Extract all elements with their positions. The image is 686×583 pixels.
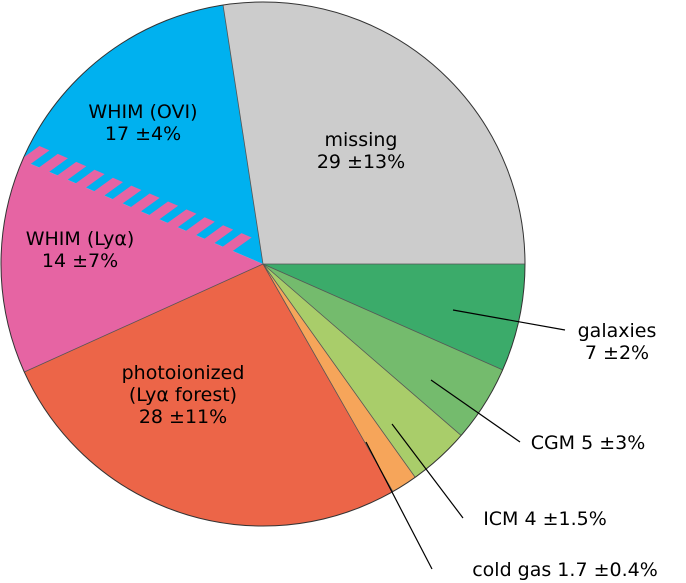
slice-edge xyxy=(262,263,416,478)
hatch-stripe xyxy=(219,233,252,254)
pie-slice-missing xyxy=(223,1,526,265)
hatch-stripe xyxy=(145,201,179,222)
label-whim-ovi: WHIM (OVI) 17 ±4% xyxy=(88,101,197,145)
label-cgm: CGM 5 ±3% xyxy=(531,432,646,454)
slice-edge xyxy=(24,263,264,373)
label-galaxies-line-2: 7 ±2% xyxy=(585,342,649,364)
hatch-stripe xyxy=(127,193,160,214)
leader-line-galaxies xyxy=(452,309,566,331)
leader-line-icm xyxy=(391,423,464,519)
hatch-stripe xyxy=(90,177,123,198)
pie-slice-photoionized-ly-forest xyxy=(24,264,393,526)
pie-slice-cgm xyxy=(263,264,503,436)
hatch-stripe xyxy=(35,153,68,175)
pie-slice-edges xyxy=(0,1,526,527)
hatch-stripe xyxy=(109,185,142,206)
label-photoionized-ly-forest-line-1: photoionized xyxy=(122,362,245,384)
label-whim-ly-line-2: 14 ±7% xyxy=(42,250,118,272)
label-galaxies-line-1: galaxies xyxy=(578,320,657,342)
slice-edge xyxy=(262,263,503,371)
label-missing-line-2: 29 ±13% xyxy=(317,151,405,173)
leader-line-cgm xyxy=(430,379,521,443)
slice-labels: galaxies 7 ±2% CGM 5 ±3% ICM 4 ±1.5% cold ga… xyxy=(26,101,658,581)
label-icm: ICM 4 ±1.5% xyxy=(483,508,607,530)
hatch-stripe xyxy=(201,225,234,246)
pie-slice-icm xyxy=(263,264,462,478)
label-whim-ovi-line-1: WHIM (OVI) xyxy=(88,101,197,123)
whim-hatch-boundary xyxy=(1,138,252,254)
hatch-stripe xyxy=(182,217,215,238)
label-photoionized-ly-forest-line-3: 28 ±11% xyxy=(139,406,227,428)
label-whim-ly-line-1: WHIM (Lyα) xyxy=(26,228,135,250)
label-whim-ly: WHIM (Lyα) 14 ±7% xyxy=(26,228,135,272)
leader-line-cold-gas xyxy=(365,441,433,570)
hatch-stripe xyxy=(164,209,197,230)
label-missing: missing 29 ±13% xyxy=(317,129,405,173)
pie-slice-galaxies xyxy=(263,264,525,370)
slice-edge xyxy=(262,263,462,436)
label-galaxies: galaxies 7 ±2% xyxy=(578,320,657,364)
pie-slice-cold-gas xyxy=(263,264,416,492)
pie-slice-whim-ovi xyxy=(22,5,264,265)
hatch-stripe xyxy=(17,146,50,167)
label-cgm-line-1: CGM 5 ±3% xyxy=(531,432,646,454)
hatch-stripe xyxy=(72,169,105,191)
label-photoionized-ly-forest-line-2: (Lyα forest) xyxy=(129,384,237,406)
pie-slices xyxy=(0,1,526,526)
label-missing-line-1: missing xyxy=(325,129,398,151)
hatch-stripe xyxy=(54,161,87,183)
pie-outline xyxy=(0,1,526,527)
label-whim-ovi-line-2: 17 ±4% xyxy=(105,123,181,145)
label-cold-gas: cold gas 1.7 ±0.4% xyxy=(472,559,658,581)
slice-edge xyxy=(222,4,264,265)
label-icm-line-1: ICM 4 ±1.5% xyxy=(483,508,607,530)
label-cold-gas-line-1: cold gas 1.7 ±0.4% xyxy=(472,559,658,581)
label-photoionized-ly-forest: photoionized (Lyα forest) 28 ±11% xyxy=(122,362,245,428)
callout-leader-lines xyxy=(365,309,566,570)
pie-slice-whim-ly xyxy=(0,160,264,373)
slice-edge xyxy=(262,263,394,492)
